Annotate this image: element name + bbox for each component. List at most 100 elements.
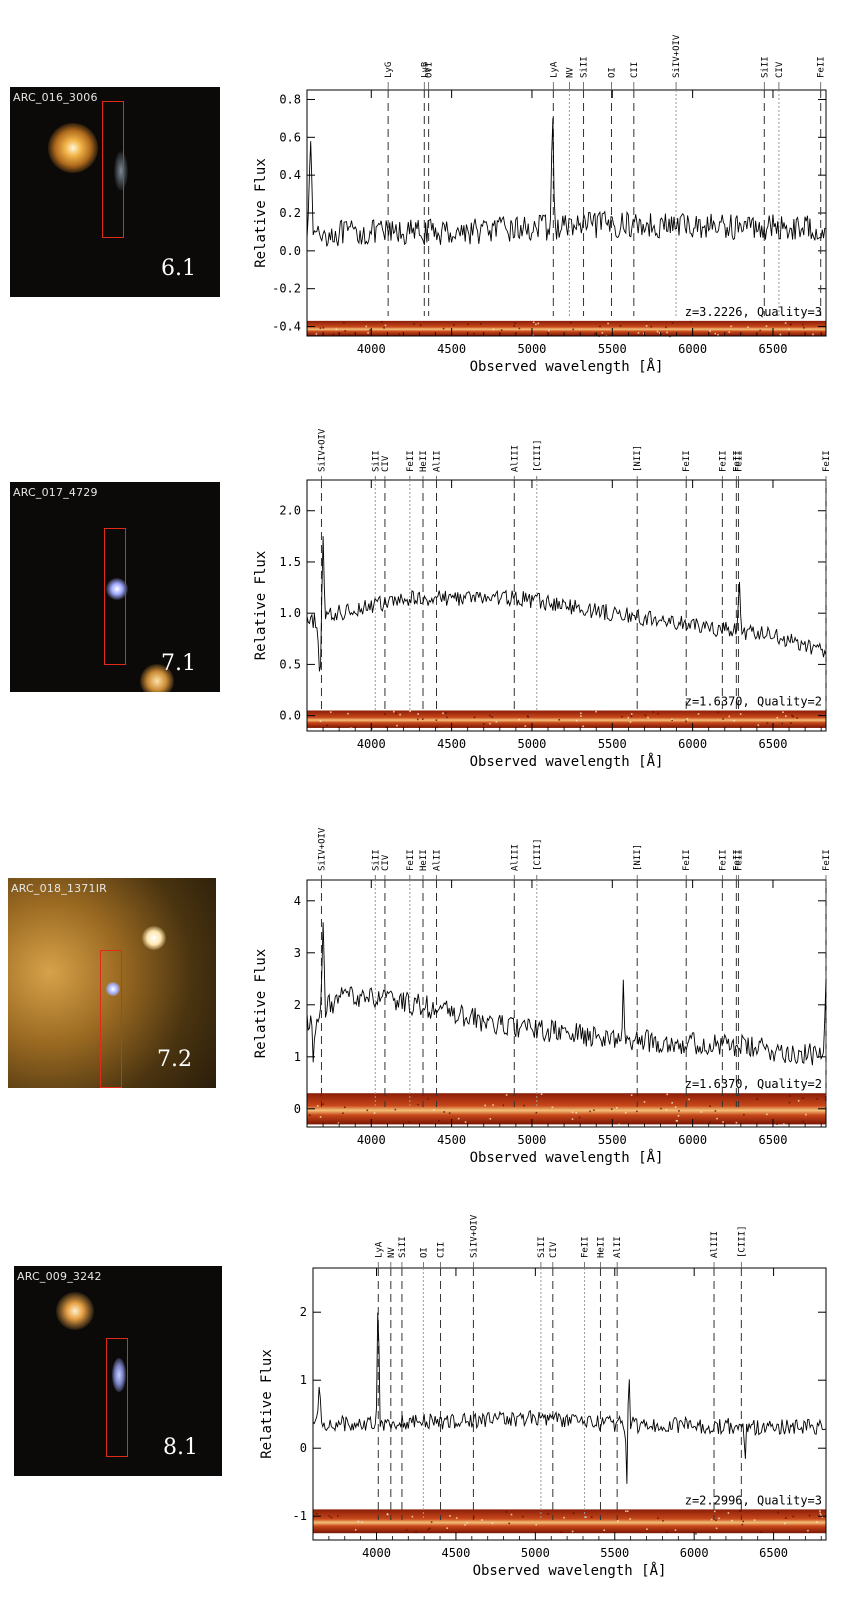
strip-noise-speck <box>384 713 386 715</box>
strip-noise-speck <box>411 1515 414 1518</box>
strip-noise-speck <box>473 716 476 719</box>
strip-noise-speck <box>766 722 769 725</box>
x-tick-label: 6000 <box>678 737 707 751</box>
spectrum-panel-8-1: ARC_009_3242 8.1 4000 4500 5000 5500 6000 650… <box>0 1180 846 1600</box>
strip-noise-speck <box>537 322 540 325</box>
y-tick-label: 1 <box>300 1373 307 1387</box>
line-marker-label: FeII <box>732 450 742 472</box>
strip-noise-speck <box>408 1121 411 1124</box>
strip-noise-speck <box>491 716 493 718</box>
strip-noise-speck <box>709 330 711 332</box>
line-marker-label: AlIII <box>510 844 520 871</box>
line-marker-label: LyA <box>549 61 559 78</box>
strip-noise-speck <box>491 1522 494 1524</box>
line-marker-label: SiIV+OIV <box>317 428 327 472</box>
strip-noise-speck <box>337 1122 340 1124</box>
strip-noise-speck <box>427 1097 430 1100</box>
strip-noise-speck <box>578 1116 581 1119</box>
strip-noise-speck <box>386 1513 389 1515</box>
strip-noise-speck <box>717 711 720 714</box>
panel-id: 7.2 <box>157 1047 192 1072</box>
line-marker-label: AlII <box>613 1236 623 1258</box>
line-marker-label: CIV <box>381 854 391 871</box>
strip-noise-speck <box>671 718 673 721</box>
strip-noise-speck <box>442 712 444 715</box>
strip-noise-speck <box>665 1531 668 1533</box>
strip-noise-speck <box>417 1103 419 1106</box>
strip-noise-speck <box>777 1511 780 1514</box>
strip-noise-speck <box>532 321 535 324</box>
strip-noise-speck <box>572 328 575 331</box>
x-tick-label: 4500 <box>441 1546 470 1560</box>
strip-noise-speck <box>445 712 447 714</box>
strip-noise-speck <box>714 332 717 335</box>
strip-noise-speck <box>535 323 537 326</box>
x-axis-label: Observed wavelength [Å] <box>470 753 664 770</box>
strip-noise-speck <box>384 324 387 327</box>
strip-noise-speck <box>433 1109 435 1111</box>
y-axis-label: Relative Flux <box>253 949 269 1059</box>
strip-noise-speck <box>413 323 415 325</box>
strip-noise-speck <box>430 1521 433 1523</box>
image-label: ARC_016_3006 <box>13 91 98 104</box>
strip-noise-speck <box>610 1108 613 1111</box>
strip-noise-speck <box>645 325 648 327</box>
strip-noise-speck <box>551 1106 554 1109</box>
galaxy-image-thumbnail: ARC_018_1371IR 7.2 <box>8 878 216 1088</box>
strip-noise-speck <box>319 1116 322 1118</box>
strip-noise-speck <box>624 1111 627 1114</box>
strip-noise-speck <box>326 724 329 727</box>
strip-noise-speck <box>547 1512 549 1515</box>
x-tick-label: 4000 <box>357 737 386 751</box>
line-marker-label: [NII] <box>633 445 643 472</box>
strip-noise-speck <box>446 716 448 719</box>
strip-noise-speck <box>812 333 814 336</box>
strip-noise-speck <box>646 1528 648 1530</box>
strip-noise-speck <box>660 333 662 335</box>
line-marker-label: LyG <box>384 62 394 78</box>
line-marker-label: OI <box>607 67 617 78</box>
y-tick-label: -1 <box>293 1509 307 1523</box>
strip-noise-speck <box>717 334 719 336</box>
strip-noise-speck <box>615 1107 618 1109</box>
y-tick-label: 1 <box>294 1050 301 1064</box>
y-tick-label: 3 <box>294 946 301 960</box>
strip-noise-speck <box>776 716 779 719</box>
strip-noise-speck <box>625 1510 627 1513</box>
strip-noise-speck <box>803 327 805 329</box>
strip-noise-speck <box>666 331 668 334</box>
line-marker-label: CIV <box>381 455 391 472</box>
strip-noise-speck <box>396 724 398 727</box>
strip-noise-speck <box>489 1118 492 1120</box>
strip-noise-speck <box>449 1515 451 1517</box>
strip-noise-speck <box>802 323 804 326</box>
line-marker-label: FeII <box>406 849 416 871</box>
y-tick-label: 2.0 <box>279 504 301 518</box>
strip-noise-speck <box>783 1123 785 1126</box>
y-tick-label: 0.6 <box>279 130 301 144</box>
strip-noise-speck <box>571 1530 574 1533</box>
strip-noise-speck <box>630 715 633 718</box>
strip-noise-speck <box>484 1104 486 1107</box>
strip-noise-speck <box>330 1516 333 1519</box>
strip-noise-speck <box>607 322 609 325</box>
strip-noise-speck <box>589 1110 591 1113</box>
x-axis-label: Observed wavelength [Å] <box>470 1149 664 1166</box>
strip-noise-speck <box>492 1104 494 1106</box>
strip-noise-speck <box>416 718 419 721</box>
strip-noise-speck <box>760 1531 762 1534</box>
strip-noise-speck <box>802 1097 804 1099</box>
line-marker-label: FeII <box>718 849 728 871</box>
spectrum-panel-7-1: ARC_017_4729 7.1 4000 4500 5000 5500 6000 650… <box>0 395 846 795</box>
strip-noise-speck <box>446 1527 449 1529</box>
galaxy-image-thumbnail: ARC_017_4729 7.1 <box>10 482 220 692</box>
strip-noise-speck <box>731 1519 733 1522</box>
slit-box <box>104 528 126 665</box>
line-marker-label: CIV <box>549 1241 559 1258</box>
strip-noise-speck <box>718 1517 720 1520</box>
strip-noise-speck <box>466 1521 469 1524</box>
strip-noise-speck <box>514 322 516 325</box>
strip-noise-speck <box>443 1111 446 1113</box>
slit-box <box>100 950 122 1088</box>
strip-noise-speck <box>688 1098 690 1101</box>
